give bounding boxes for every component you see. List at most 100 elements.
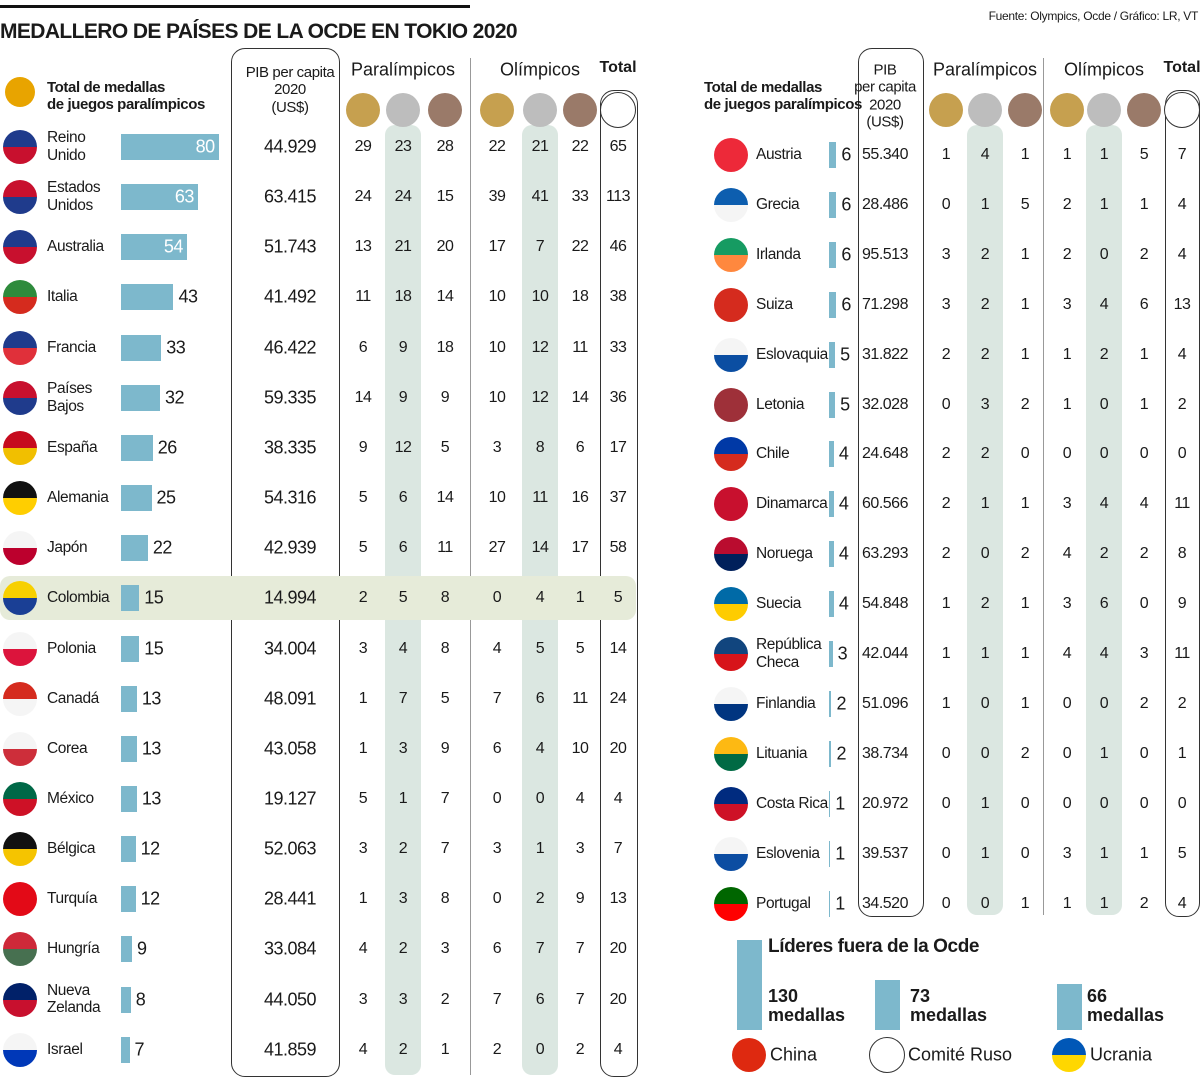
- olympic-medals: 4: [1099, 644, 1109, 662]
- flag: [714, 686, 748, 721]
- paralympic-medals: 11: [355, 288, 371, 306]
- olympic-medals: 1: [1099, 195, 1109, 213]
- bar-label: 4: [838, 444, 849, 465]
- gdp-value: 54.848: [862, 594, 908, 612]
- paralympic-medals: 24: [354, 187, 372, 205]
- paralympic-medals: 3: [941, 245, 951, 263]
- country-name: Alemania: [47, 489, 109, 507]
- olympic-medals: 0: [492, 890, 502, 908]
- olympic-medals: 3: [1062, 594, 1072, 612]
- total-medals: 58: [609, 538, 627, 556]
- olympic-medals: 1: [1139, 345, 1149, 363]
- paralympic-medals: 9: [358, 438, 368, 456]
- total-medals: 11: [1174, 495, 1190, 513]
- country-name: Italia: [47, 288, 78, 306]
- olympic-medals: 5: [1139, 145, 1149, 163]
- country-name: Suiza: [756, 295, 793, 313]
- olympic-medals: 3: [1062, 495, 1072, 513]
- paralympic-medals: 2: [358, 589, 368, 607]
- bar-label: 1: [835, 793, 845, 814]
- title-rule: [0, 5, 470, 8]
- olympic-medals: 17: [488, 238, 506, 256]
- flag: [3, 681, 37, 716]
- olympic-medals: 0: [1062, 445, 1072, 463]
- olympic-medals: 7: [492, 689, 502, 707]
- flag: [714, 337, 748, 372]
- medal-bar: [829, 591, 834, 618]
- flag: [3, 230, 37, 265]
- olympic-medals: 6: [575, 438, 585, 456]
- paralympic-medals: 14: [354, 388, 372, 406]
- olympic-medals: 0: [1062, 744, 1072, 762]
- olympic-medals: 7: [492, 990, 502, 1008]
- olympic-medals: 3: [492, 839, 502, 857]
- gdp-value: 44.929: [263, 136, 317, 157]
- total-medals: 7: [1177, 145, 1187, 163]
- country-name: Austria: [756, 146, 802, 164]
- gdp-value: 34.004: [263, 638, 317, 659]
- olympic-medals: 33: [571, 187, 589, 205]
- total-medals: 36: [609, 388, 627, 406]
- bar-label: 26: [157, 437, 178, 458]
- olympic-medals: 2: [492, 1040, 502, 1058]
- flag: [714, 487, 748, 522]
- flag: [714, 736, 748, 771]
- medal-bar: [121, 485, 152, 512]
- olympic-medals: 7: [575, 940, 585, 958]
- medal-bar: [829, 391, 836, 418]
- paralympic-header: Paralímpicos: [932, 59, 1038, 80]
- medal-icon: [1050, 93, 1084, 127]
- paralympic-medals: 1: [1020, 145, 1030, 163]
- paralympic-medals: 1: [1020, 594, 1030, 612]
- medal-icon: [1008, 93, 1042, 127]
- leader-name: China: [770, 1044, 818, 1065]
- bar-label: 33: [166, 337, 186, 358]
- country-name: Canadá: [47, 689, 99, 707]
- paralympic-medals: 0: [941, 744, 951, 762]
- olympic-medals: 0: [1139, 445, 1149, 463]
- paralympic-medals: 0: [980, 744, 990, 762]
- paralympic-medals: 3: [398, 990, 408, 1008]
- flag: [3, 932, 37, 967]
- bar-label: 4: [838, 493, 849, 514]
- olympic-medals: 0: [1099, 395, 1109, 413]
- paralympic-medals: 2: [440, 990, 450, 1008]
- olympic-medals: 1: [575, 589, 585, 607]
- paralympic-medals: 1: [980, 844, 990, 862]
- bar-label: 9: [136, 939, 147, 960]
- olympic-medals: 3: [575, 839, 585, 857]
- leader-medals: 130: [768, 986, 799, 1006]
- flag: [714, 537, 748, 572]
- bar-label: 8: [135, 989, 146, 1010]
- medal-bar: [829, 690, 832, 717]
- country-name: Suecia: [756, 595, 801, 613]
- medal-icon: [480, 93, 514, 127]
- olympic-medals: 6: [492, 940, 502, 958]
- paralympic-medals: 1: [980, 495, 990, 513]
- paralympic-medals: 1: [941, 145, 951, 163]
- total-medals: 7: [613, 839, 623, 857]
- medal-bar: [829, 441, 834, 468]
- flag: [3, 781, 37, 816]
- olympic-medals: 0: [1099, 245, 1109, 263]
- medal-bar: [121, 535, 148, 562]
- paralympic-medals: 0: [1020, 844, 1030, 862]
- leader-name: Ucrania: [1090, 1044, 1153, 1065]
- paralympic-medals: 5: [358, 488, 368, 506]
- paralympic-medals: 3: [440, 940, 450, 958]
- country-name: México: [47, 790, 94, 808]
- olympic-medals: 1: [1139, 395, 1149, 413]
- olympic-medals: 1: [1062, 345, 1072, 363]
- olympic-medals: 4: [492, 639, 502, 657]
- olympic-medals: 2: [1062, 195, 1072, 213]
- total-medals: 11: [1174, 644, 1190, 662]
- medal-bar: [121, 384, 161, 411]
- paralympic-medals: 2: [980, 295, 990, 313]
- olympic-medals: 6: [1099, 594, 1109, 612]
- paralympic-medals: 1: [398, 789, 408, 807]
- paralympic-medals: 0: [941, 195, 951, 213]
- country-name: Grecia: [756, 195, 800, 213]
- paralympic-medals: 15: [436, 187, 454, 205]
- bar-label: 4: [838, 543, 849, 564]
- total-medals: 0: [1177, 794, 1187, 812]
